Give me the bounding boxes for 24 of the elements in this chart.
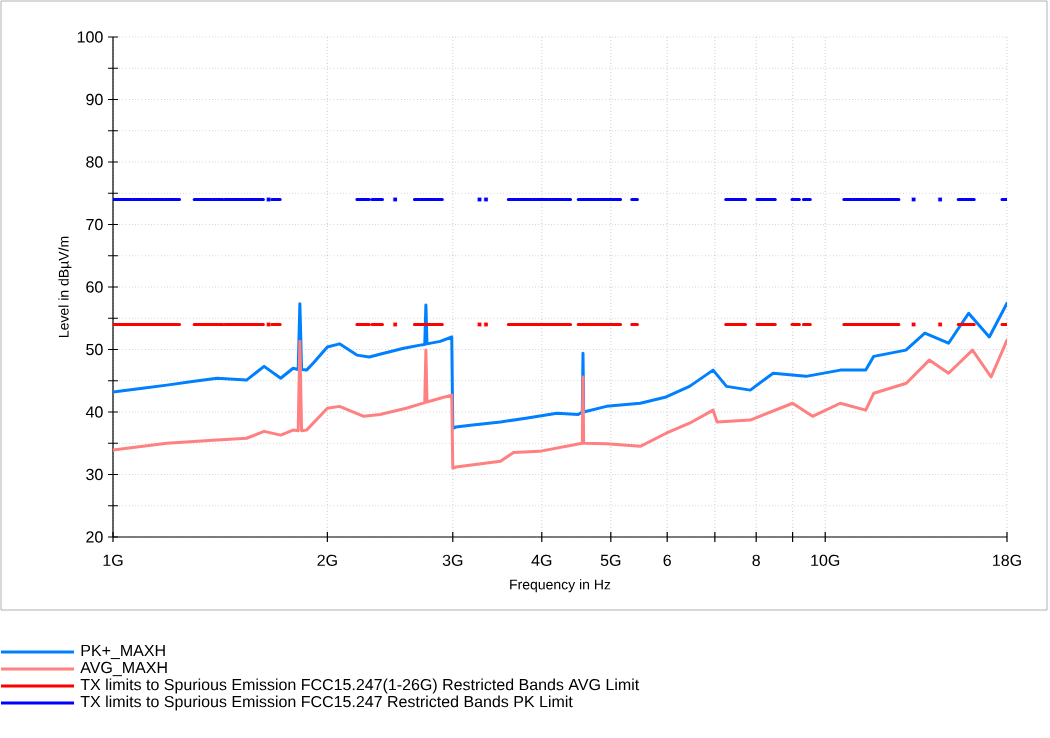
y-tick-label: 90	[86, 93, 103, 106]
y-tick-label: 80	[86, 156, 103, 168]
y-tick-label: 40	[85, 406, 103, 418]
x-tick-label: 3G	[442, 554, 463, 567]
x-tick-label: 5G	[600, 554, 621, 567]
x-tick-label: 18G	[993, 554, 1021, 567]
x-tick-label: 10G	[811, 554, 840, 567]
y-tick-label: 70	[86, 218, 103, 231]
y-tick-label: 30	[86, 468, 103, 481]
y-axis-title: Level in dBµV/m	[58, 236, 72, 337]
x-tick-label: 1G	[103, 554, 123, 567]
legend-label: TX limits to Spurious Emission FCC15.247 Restricted Bands PK Limit	[80, 695, 573, 711]
legend-label: AVG_MAXH	[80, 661, 167, 677]
y-tick-label: 60	[86, 281, 103, 293]
legend-label: PK+_MAXH	[81, 644, 165, 660]
x-tick-label: 4G	[531, 554, 552, 567]
y-tick-label: 100	[77, 31, 103, 43]
x-axis-title: Frequency in Hz	[510, 579, 611, 593]
x-tick-label: 8	[752, 554, 760, 567]
y-tick-label: 50	[86, 343, 103, 356]
x-tick-label: 2G	[317, 554, 337, 567]
x-tick-label: 6	[663, 554, 671, 567]
y-tick-label: 20	[86, 531, 103, 543]
legend-label: TX limits to Spurious Emission FCC15.247(1-26G) Restricted Bands AVG Limit	[80, 678, 640, 694]
